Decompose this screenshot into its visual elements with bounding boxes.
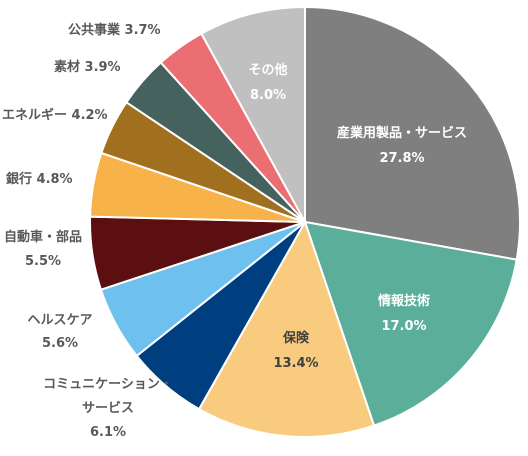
- pie-slice: [197, 219, 376, 438]
- slice-value-label: 5.6%: [42, 336, 78, 351]
- slice-value-label: 6.1%: [90, 425, 126, 440]
- slice-value-label: 17.0%: [381, 319, 426, 334]
- slice-label: 公共事業 3.7%: [68, 22, 161, 38]
- slice-label: サービス: [82, 400, 134, 416]
- slice-label: ヘルスケア: [27, 313, 92, 328]
- slice-label: 自動車・部品: [4, 229, 82, 245]
- slice-label: その他: [248, 62, 287, 78]
- slice-label: エネルギー 4.2%: [2, 107, 108, 123]
- slice-value-label: 13.4%: [273, 356, 318, 371]
- slice-label: 情報技術: [378, 293, 430, 309]
- slice-label: 素材 3.9%: [54, 59, 121, 75]
- pie-slice: [303, 220, 518, 427]
- slice-label: 保険: [282, 330, 310, 346]
- pie-slices: [89, 5, 521, 438]
- pie-slice: [304, 5, 521, 261]
- slice-value-label: 27.8%: [379, 151, 424, 166]
- slice-value-label: 5.5%: [25, 254, 61, 269]
- slice-value-label: 8.0%: [250, 88, 286, 103]
- slice-label: コミュニケーション・: [43, 377, 173, 392]
- pie-labels: 産業用製品・サービス 27.8% 情報技術 17.0% 保険 13.4% コミュニケーション…: [2, 22, 467, 440]
- slice-label: 産業用製品・サービス: [337, 125, 467, 141]
- pie-slice: [200, 5, 306, 223]
- slice-label: 銀行 4.8%: [6, 171, 73, 187]
